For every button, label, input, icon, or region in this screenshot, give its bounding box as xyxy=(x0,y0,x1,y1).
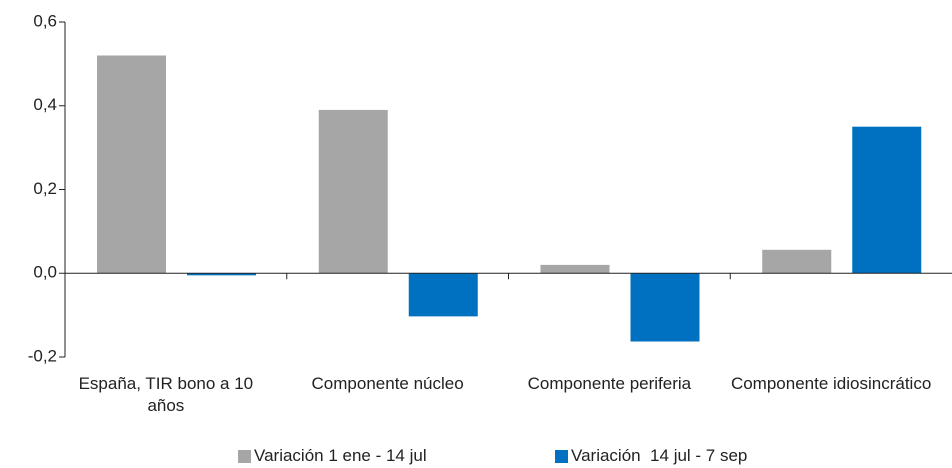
bar xyxy=(187,273,256,276)
bar xyxy=(408,273,478,317)
x-tick-label: España, TIR bono a 10 años xyxy=(78,374,254,415)
legend-label: Variación 1 ene - 14 jul xyxy=(254,446,427,465)
bar xyxy=(630,273,700,342)
legend-swatch xyxy=(555,449,568,463)
x-tick-label: Componente idiosincrático xyxy=(730,374,932,393)
legend-item: Variación 14 jul - 7 sep xyxy=(555,446,747,466)
y-tick-label: -0,2 xyxy=(28,346,57,365)
y-tick-label: 0,4 xyxy=(33,95,57,114)
bar xyxy=(97,55,166,274)
x-tick-label: Componente periferia xyxy=(527,374,692,393)
y-tick-label: 0,2 xyxy=(33,179,57,198)
legend-item: Variación 1 ene - 14 jul xyxy=(238,446,427,466)
bar xyxy=(762,249,832,274)
x-tick-label: Componente núcleo xyxy=(311,374,464,393)
bar xyxy=(318,109,388,274)
y-tick-label: 0,6 xyxy=(33,11,57,30)
bar xyxy=(852,126,922,274)
legend-swatch xyxy=(238,449,251,463)
y-tick-label: 0,0 xyxy=(33,263,57,282)
bar xyxy=(540,264,610,274)
legend-label: Variación 14 jul - 7 sep xyxy=(571,446,748,465)
